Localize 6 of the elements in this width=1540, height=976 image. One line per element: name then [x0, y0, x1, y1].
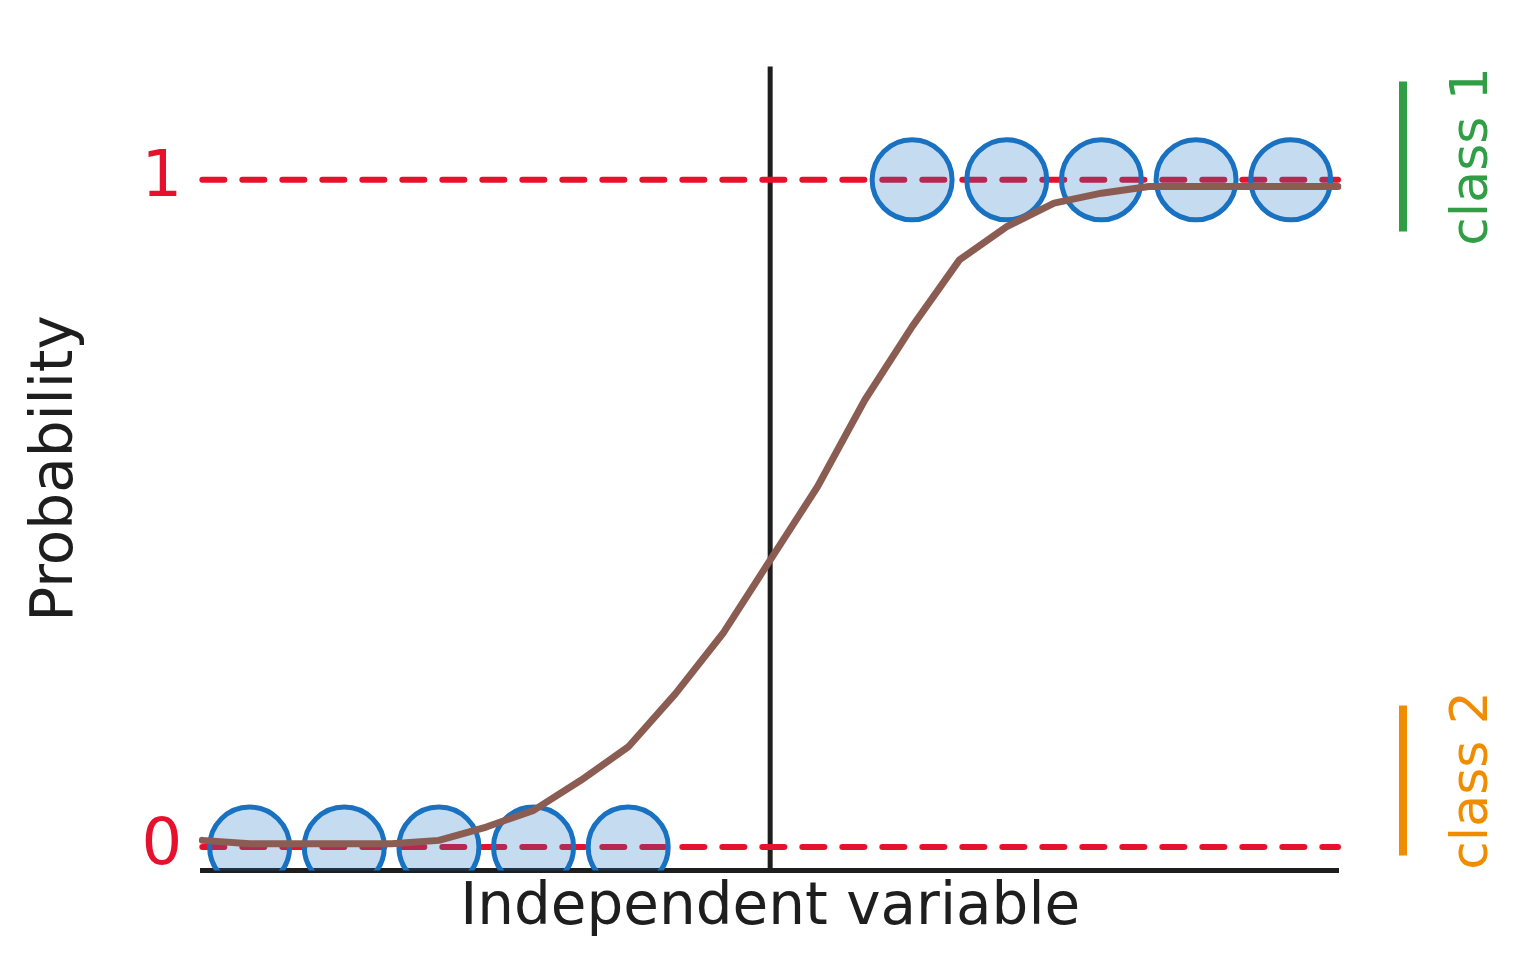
text: class 1	[1438, 67, 1499, 246]
text: class 2	[1438, 691, 1499, 870]
x-axis-title: Independent variable	[460, 870, 1081, 939]
y-tick-label: 0	[141, 804, 183, 879]
y-axis-title: Probability	[17, 315, 86, 622]
y-tick-label: 1	[141, 137, 183, 212]
